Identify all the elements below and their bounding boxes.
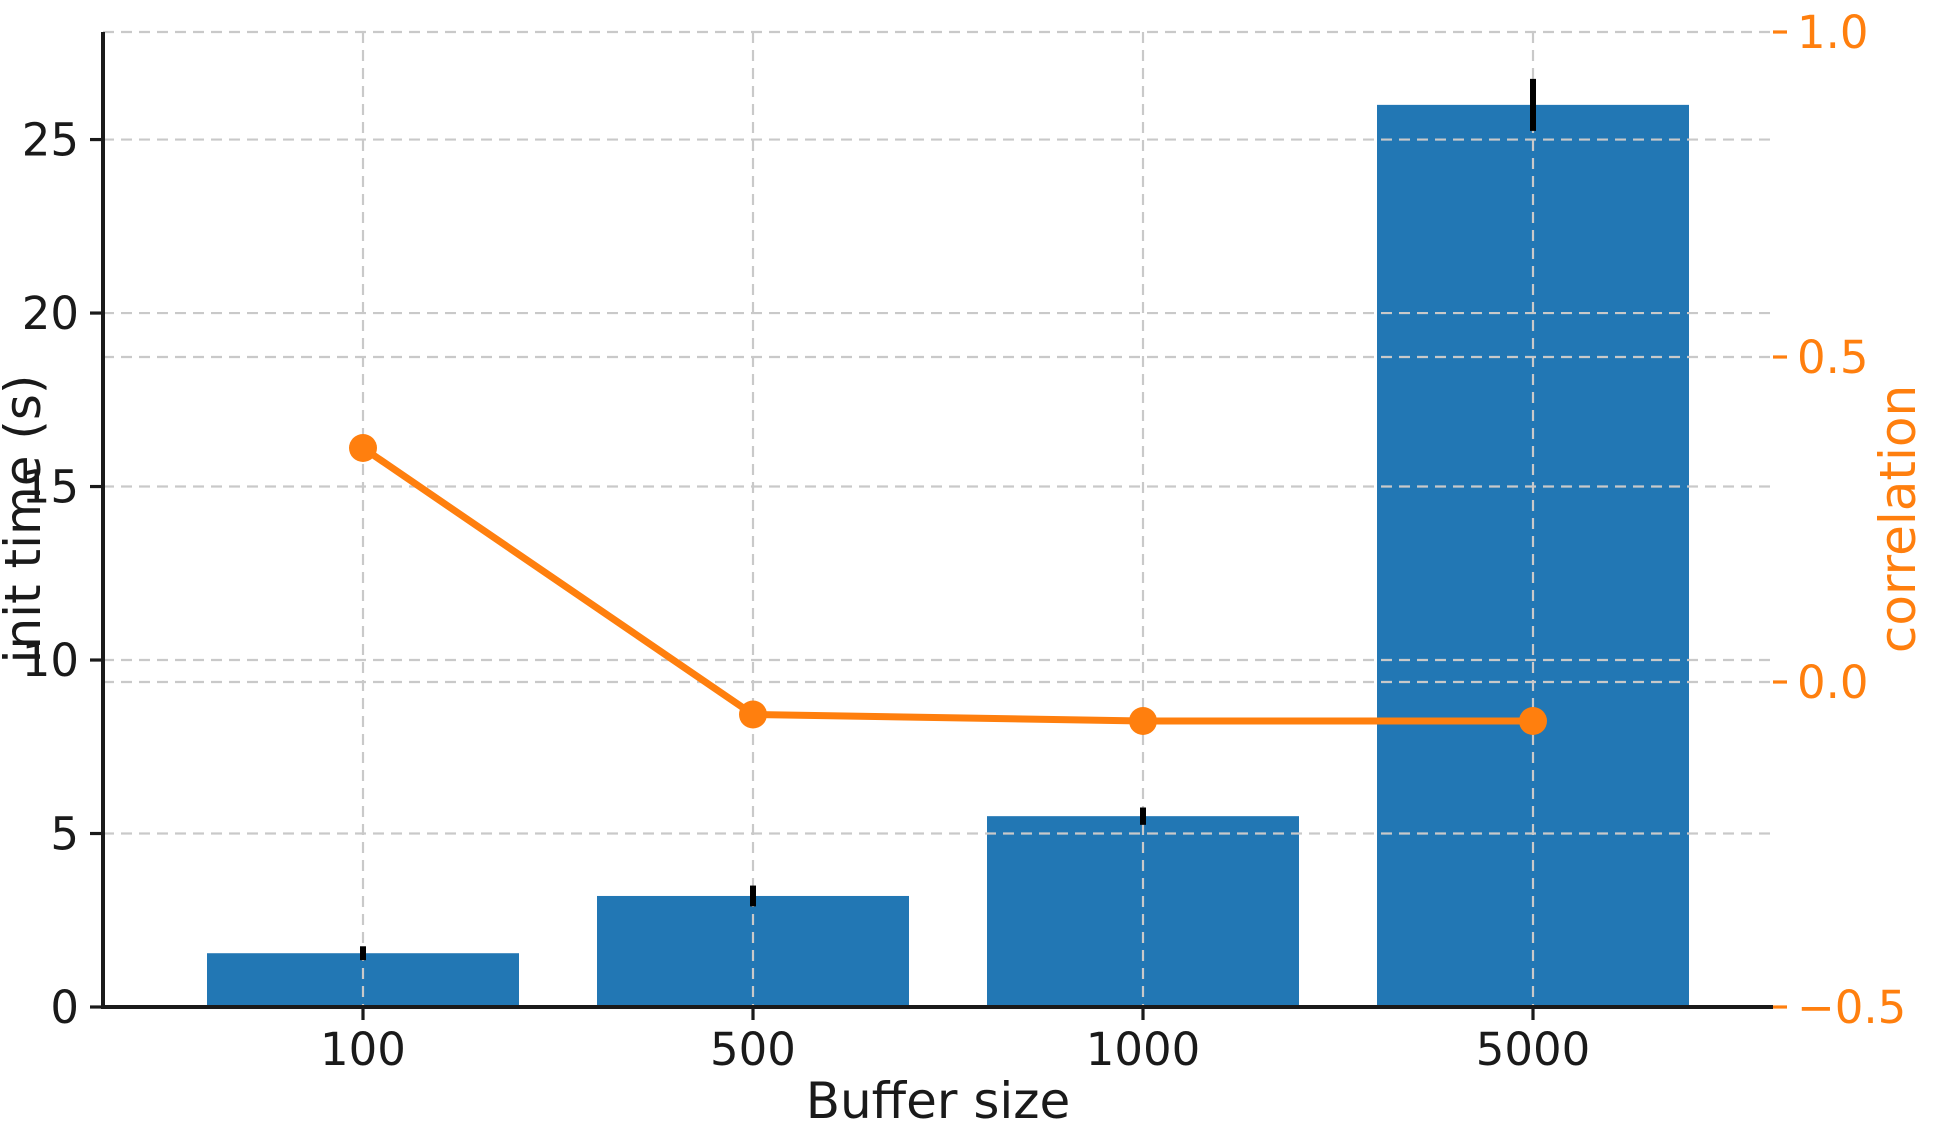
right-tick-label-0.0: 0.0 [1797,656,1869,709]
correlation-line [359,444,1537,725]
bar-100 [207,953,519,1007]
correlation-marker-5000 [1519,707,1547,735]
x-tick-label-500: 500 [710,1023,796,1076]
right-tick-label-−0.5: −0.5 [1797,981,1906,1034]
right-tick-label-1.0: 1.0 [1797,6,1869,59]
left-tick-label-5: 5 [50,808,79,861]
line-series-layer [349,434,1547,735]
correlation-marker-1000 [1129,707,1157,735]
tick-labels-layer: 0 5 10 15 20 25 100 500 1000 5000 1.0 0.5 0.0 −0.5 [22,6,1907,1076]
left-tick-label-15: 15 [22,461,79,514]
axes-layer [90,30,1787,1020]
left-tick-label-25: 25 [22,114,79,167]
bars-layer [207,104,1689,1008]
x-tick-label-1000: 1000 [1086,1023,1201,1076]
correlation-marker-500 [739,700,767,729]
x-axis-label: Buffer size [806,1072,1071,1130]
left-tick-label-0: 0 [50,981,79,1034]
x-tick-label-100: 100 [320,1023,406,1076]
left-tick-label-10: 10 [22,634,79,687]
left-y-axis-label: init time (s) [0,375,52,664]
errorbars-layer [360,78,1536,961]
right-y-axis-label: correlation [1869,385,1927,653]
correlation-marker-100 [349,434,377,462]
grid-layer [103,30,1773,1007]
right-tick-label-0.5: 0.5 [1797,331,1869,384]
x-tick-label-5000: 5000 [1476,1023,1591,1076]
left-tick-label-20: 20 [22,287,79,340]
